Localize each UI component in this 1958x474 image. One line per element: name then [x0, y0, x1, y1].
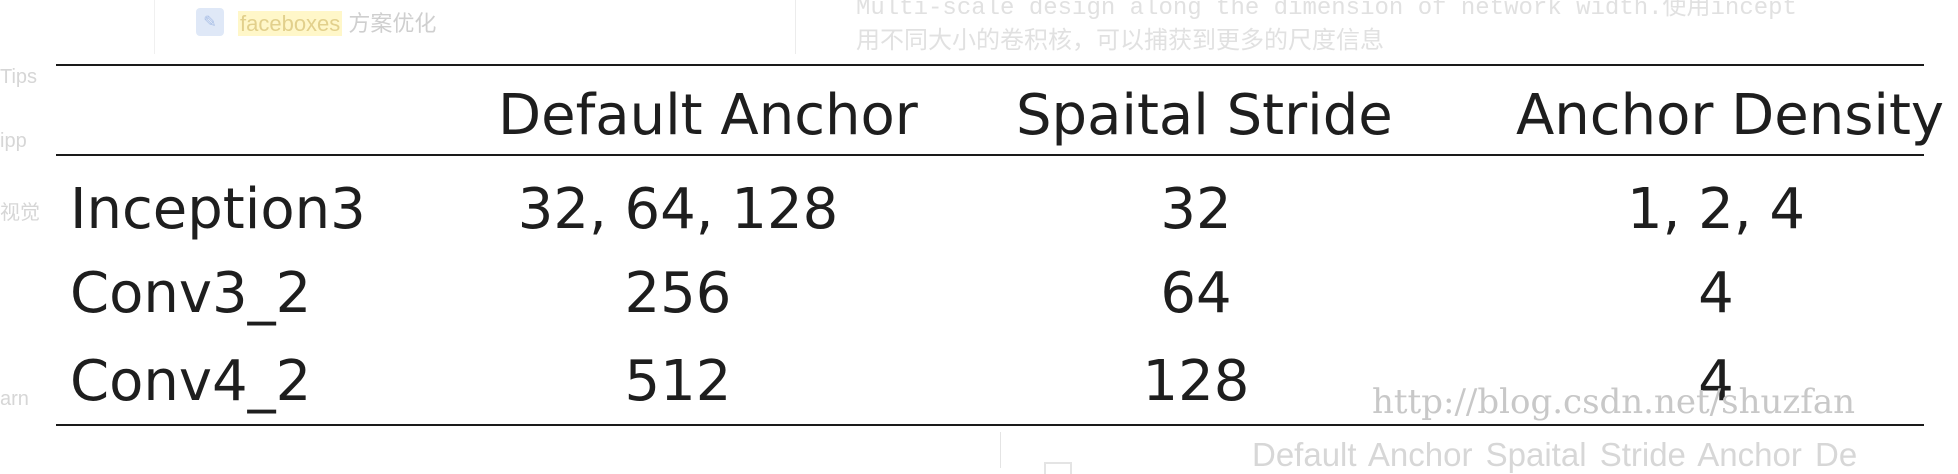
table-cell: 32, 64, 128: [517, 177, 839, 242]
article-icon: ✎: [196, 8, 224, 36]
table-cell: 4: [1698, 261, 1734, 326]
background-link-text: 方案优化: [342, 11, 437, 36]
column-header: Spaital Stride: [1016, 83, 1393, 148]
background-link-highlight: faceboxes: [238, 11, 343, 36]
table-cell: 256: [624, 261, 732, 326]
row-label: Inception3: [70, 177, 366, 242]
background-article-text: Multi-scale design along the dimension o…: [856, 0, 1797, 60]
background-side-label: 视觉: [0, 202, 40, 224]
background-divider: [795, 0, 796, 54]
table-top-rule: [56, 64, 1924, 66]
table-cell: 64: [1160, 261, 1232, 326]
background-article-line: 用不同大小的卷积核，可以捕获到更多的尺度信息: [856, 29, 1384, 56]
table-cell: 32: [1160, 177, 1232, 242]
table-cell: 4: [1698, 349, 1734, 414]
row-label: Conv4_2: [70, 349, 312, 414]
table-bottom-rule: [56, 424, 1924, 426]
column-header: Anchor Density: [1516, 83, 1945, 148]
checkbox-icon: [1044, 462, 1072, 474]
row-label: Conv3_2: [70, 261, 312, 326]
table-cell: 1, 2, 4: [1626, 177, 1806, 242]
background-side-label: arn: [0, 388, 29, 410]
background-article-line: Multi-scale design along the dimension o…: [856, 0, 1797, 22]
table-cell: 128: [1142, 349, 1250, 414]
background-divider-left: [154, 0, 155, 54]
column-header: Default Anchor: [498, 83, 918, 148]
background-table-header-preview: Default Anchor Spaital Stride Anchor De: [1252, 436, 1858, 473]
table-header-rule: [56, 154, 1924, 156]
background-divider: [1000, 432, 1001, 468]
background-related-link[interactable]: ✎ faceboxes 方案优化: [196, 6, 436, 38]
watermark-url: http://blog.csdn.net/shuzfan: [1372, 382, 1856, 422]
background-side-label: Tips: [0, 66, 38, 88]
background-side-label: ipp: [0, 130, 27, 152]
table-cell: 512: [624, 349, 732, 414]
